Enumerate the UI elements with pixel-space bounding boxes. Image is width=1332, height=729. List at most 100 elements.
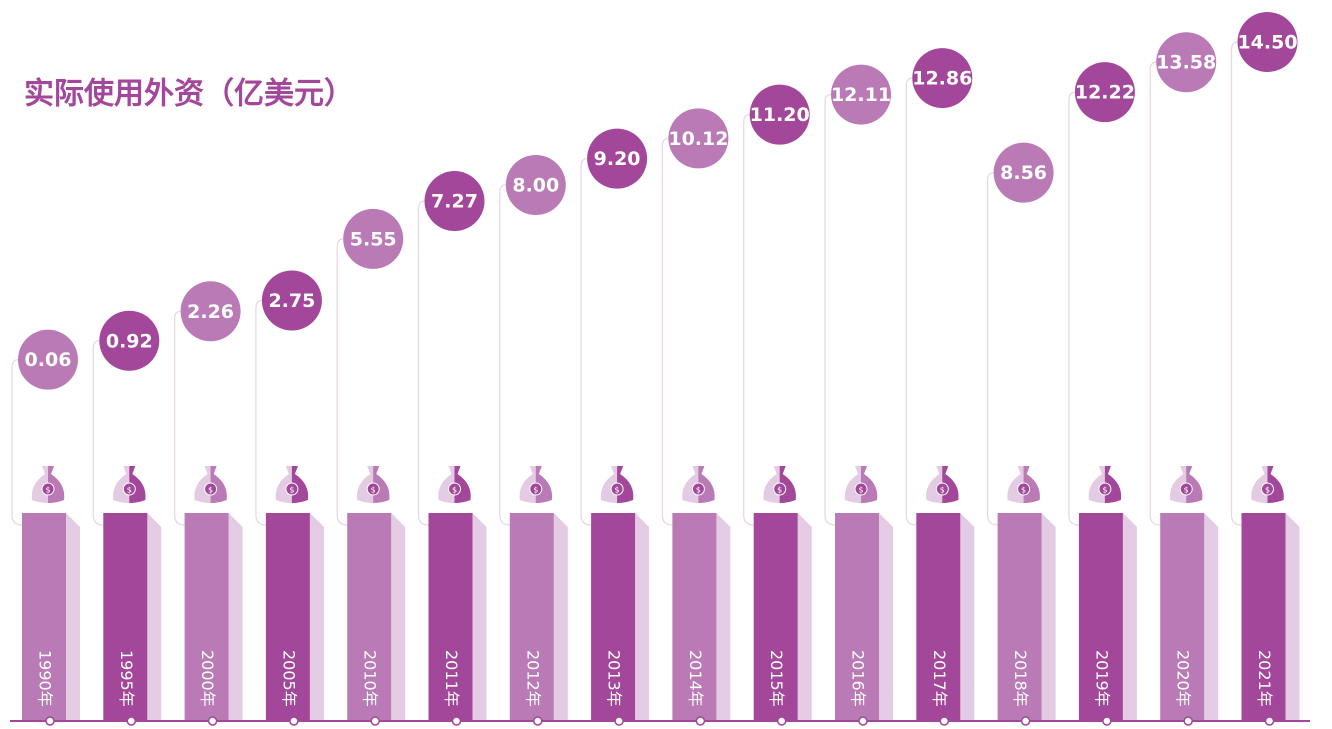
value-dot xyxy=(1237,12,1298,72)
x-tick-label: 2000年 xyxy=(198,650,217,707)
x-tick-label: 2020年 xyxy=(1174,650,1193,707)
connector xyxy=(1230,41,1242,526)
bag-symbol: $ xyxy=(533,486,538,495)
bag-coin xyxy=(41,482,55,496)
bar xyxy=(916,513,961,720)
value-dot xyxy=(343,208,404,269)
connector xyxy=(92,340,104,526)
bag-coin xyxy=(204,482,218,496)
bar-side xyxy=(228,513,243,720)
bag-coin xyxy=(529,482,543,496)
bag-symbol: $ xyxy=(452,486,457,495)
bag-symbol: $ xyxy=(1021,486,1026,495)
bag-coin xyxy=(366,482,380,496)
base-dot xyxy=(451,716,462,726)
x-tick-label: 2014年 xyxy=(686,650,705,707)
bar xyxy=(509,513,554,720)
bag-symbol: $ xyxy=(940,486,945,495)
base-dot xyxy=(533,716,543,726)
bag-symbol: $ xyxy=(289,486,294,495)
x-tick-label: 1990年 xyxy=(36,650,55,707)
value-dot xyxy=(912,48,973,109)
value-label: 9.20 xyxy=(594,148,641,170)
bar-side xyxy=(553,513,568,720)
base-dot xyxy=(939,716,950,726)
value-label: 7.27 xyxy=(431,191,478,213)
value-dot xyxy=(1156,32,1217,93)
value-dot xyxy=(180,281,241,342)
bag-coin xyxy=(854,482,868,496)
base-dot xyxy=(858,716,868,726)
bar-side xyxy=(66,513,80,720)
value-label: 2.75 xyxy=(268,290,315,312)
x-tick-label: 2015年 xyxy=(767,650,786,707)
bar-side xyxy=(147,513,162,720)
bag-symbol: $ xyxy=(1102,486,1107,495)
bar-side xyxy=(472,513,487,720)
value-label: 14.50 xyxy=(1237,32,1297,54)
connector xyxy=(336,238,348,526)
value-label: 11.20 xyxy=(750,104,810,126)
bar xyxy=(753,513,798,720)
value-label: 0.06 xyxy=(25,349,72,371)
connector xyxy=(1068,91,1079,526)
x-tick-label: 2012年 xyxy=(523,650,542,707)
connector xyxy=(417,200,429,526)
bag-symbol: $ xyxy=(208,486,213,495)
value-label: 12.11 xyxy=(831,84,891,106)
connector xyxy=(743,114,754,526)
x-tick-label: 2018年 xyxy=(1011,650,1030,707)
value-label: 0.92 xyxy=(106,330,153,352)
x-tick-label: 2016年 xyxy=(849,650,868,707)
value-dot xyxy=(587,128,648,189)
x-tick-label: 2021年 xyxy=(1255,650,1274,707)
value-label: 8.00 xyxy=(512,175,559,197)
value-dot xyxy=(668,108,729,169)
bar-side xyxy=(391,513,406,720)
x-tick-label: 2019年 xyxy=(1092,650,1111,707)
bar xyxy=(1160,513,1205,720)
bag-coin xyxy=(1261,482,1274,496)
bag-coin xyxy=(122,482,136,496)
base-dot xyxy=(776,716,787,726)
base-dot xyxy=(289,716,299,726)
bar xyxy=(997,513,1042,720)
bar-side xyxy=(1285,513,1300,720)
connector xyxy=(905,77,917,526)
bar-side xyxy=(635,513,650,720)
base-dot xyxy=(45,716,55,726)
base-dot xyxy=(1183,716,1193,726)
base-dot xyxy=(1102,716,1112,726)
connector xyxy=(499,184,510,526)
bag-symbol: $ xyxy=(1184,486,1189,495)
x-tick-label: 2010年 xyxy=(361,650,380,707)
connector xyxy=(174,310,185,526)
bag-coin xyxy=(1098,482,1112,496)
value-label: 8.56 xyxy=(1000,162,1047,184)
bar xyxy=(347,513,392,720)
value-dot xyxy=(1074,62,1135,123)
bar xyxy=(672,513,717,720)
connector xyxy=(661,137,673,526)
value-label: 5.55 xyxy=(350,228,397,250)
value-label: 12.22 xyxy=(1075,82,1135,104)
value-dot xyxy=(993,142,1054,203)
base-dot xyxy=(1264,716,1275,726)
bar xyxy=(428,513,473,720)
bar xyxy=(1078,513,1123,720)
bar xyxy=(591,513,636,720)
value-label: 2.26 xyxy=(187,301,234,323)
bar-side xyxy=(879,513,893,720)
base-dot xyxy=(370,716,380,726)
bag-symbol: $ xyxy=(45,486,50,495)
connector xyxy=(11,359,23,526)
bar xyxy=(265,513,310,720)
value-label: 12.86 xyxy=(912,68,972,90)
bag-coin xyxy=(935,482,949,496)
connector xyxy=(1149,61,1161,526)
base-dot xyxy=(614,716,624,726)
bag-coin xyxy=(610,482,624,496)
value-dot xyxy=(99,310,160,371)
bag-symbol: $ xyxy=(1265,486,1270,495)
bar xyxy=(184,513,229,720)
